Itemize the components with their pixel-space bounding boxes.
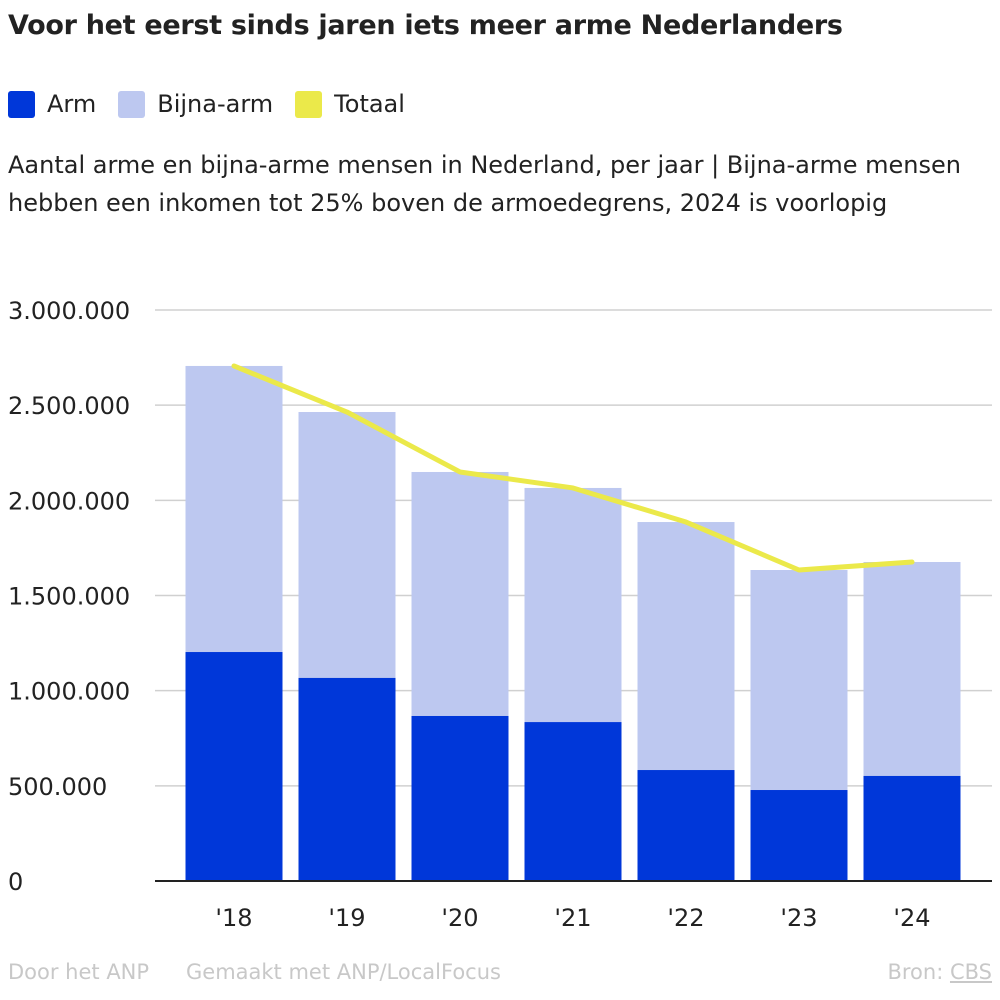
bar-arm [863, 775, 961, 881]
legend: Arm Bijna-arm Totaal [8, 90, 405, 118]
legend-item-bijna-arm: Bijna-arm [118, 90, 273, 118]
footer-made-with: Gemaakt met ANP/LocalFocus [186, 960, 501, 984]
bar-arm [637, 770, 735, 881]
line-totaal [231, 363, 915, 573]
x-tick-label: '18 [215, 904, 252, 932]
chart-title: Voor het eerst sinds jaren iets meer arm… [8, 10, 843, 41]
x-tick-label: '20 [441, 904, 478, 932]
bar-arm [411, 715, 509, 881]
legend-swatch-totaal [295, 90, 323, 118]
y-tick-label: 2.000.000 [8, 487, 130, 515]
bar-bijna-arm [411, 471, 509, 716]
bar-bijna-arm [750, 569, 848, 791]
legend-swatch-bijna-arm [118, 90, 146, 118]
chart-subtitle: Aantal arme en bijna-arme mensen in Nede… [8, 151, 961, 217]
y-tick-label: 2.500.000 [8, 392, 130, 420]
legend-item-totaal: Totaal [295, 90, 405, 118]
y-tick-label: 3.000.000 [8, 297, 130, 325]
bar-bijna-arm [524, 487, 622, 723]
bar-bijna-arm [637, 522, 735, 771]
source-label: Bron: [887, 960, 944, 984]
bar-arm [524, 722, 622, 881]
x-tick-label: '21 [554, 904, 591, 932]
y-tick-label: 0 [8, 868, 23, 896]
y-tick-label: 1.000.000 [8, 678, 130, 706]
legend-label: Bijna-arm [157, 90, 274, 118]
legend-swatch-arm [8, 90, 35, 118]
x-tick-label: '19 [328, 904, 365, 932]
x-tick-label: '22 [667, 904, 704, 932]
bar-bijna-arm [185, 365, 283, 653]
y-tick-label: 500.000 [8, 773, 107, 801]
footer-source: Bron: CBS [887, 960, 992, 984]
legend-label: Arm [47, 90, 97, 118]
bar-arm [750, 790, 848, 881]
x-tick-label: '23 [780, 904, 817, 932]
bar-bijna-arm [863, 562, 961, 776]
x-tick-label: '24 [893, 904, 930, 932]
legend-item-arm: Arm [8, 90, 96, 118]
bar-arm [185, 652, 283, 881]
y-tick-label: 1.500.000 [8, 583, 130, 611]
legend-label: Totaal [334, 90, 405, 118]
source-link[interactable]: CBS [949, 960, 992, 984]
footer-by: Door het ANP [8, 960, 150, 984]
bar-arm [298, 677, 396, 881]
bar-bijna-arm [298, 412, 396, 678]
